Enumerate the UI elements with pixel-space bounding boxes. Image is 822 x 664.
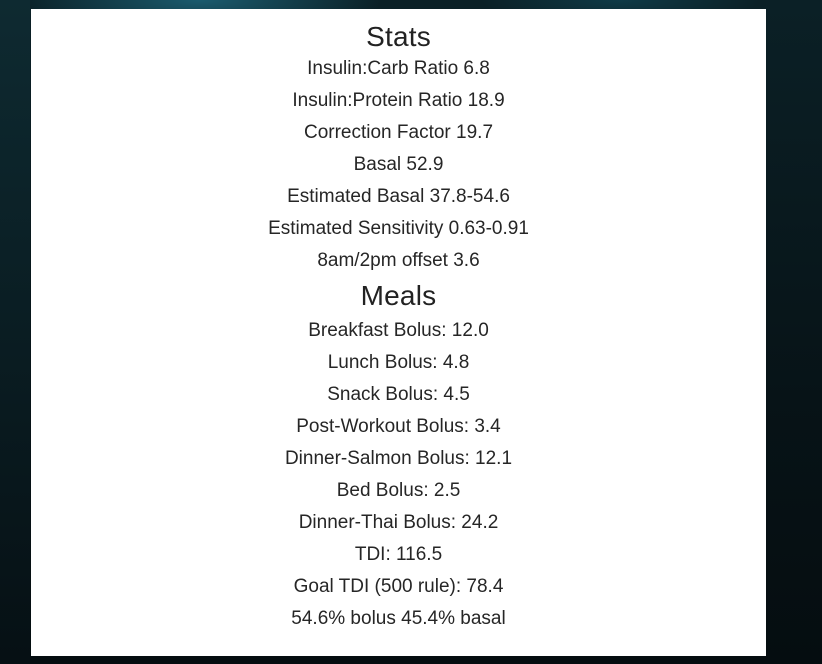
meal-post-workout-bolus: Post-Workout Bolus: 3.4	[296, 416, 501, 437]
stats-card: Stats Insulin:Carb Ratio 6.8 Insulin:Pro…	[31, 9, 766, 656]
bolus-basal-split: 54.6% bolus 45.4% basal	[291, 608, 506, 629]
background-edge	[0, 0, 30, 664]
stat-insulin-protein-ratio: Insulin:Protein Ratio 18.9	[292, 90, 505, 111]
meal-breakfast-bolus: Breakfast Bolus: 12.0	[308, 320, 489, 341]
stats-list: Insulin:Carb Ratio 6.8 Insulin:Protein R…	[31, 53, 766, 277]
meal-snack-bolus: Snack Bolus: 4.5	[327, 384, 470, 405]
stat-estimated-basal: Estimated Basal 37.8-54.6	[287, 186, 510, 207]
meal-lunch-bolus: Lunch Bolus: 4.8	[327, 352, 470, 373]
stats-heading: Stats	[366, 21, 431, 52]
meals-list: Breakfast Bolus: 12.0 Lunch Bolus: 4.8 S…	[31, 312, 766, 635]
stat-insulin-carb-ratio: Insulin:Carb Ratio 6.8	[307, 58, 490, 79]
stat-estimated-sensitivity: Estimated Sensitivity 0.63-0.91	[268, 218, 529, 239]
meals-heading: Meals	[360, 280, 437, 311]
meal-bed-bolus: Bed Bolus: 2.5	[336, 480, 461, 501]
total-daily-insulin: TDI: 116.5	[354, 544, 443, 565]
goal-tdi: Goal TDI (500 rule): 78.4	[293, 576, 504, 597]
meal-dinner-thai-bolus: Dinner-Thai Bolus: 24.2	[298, 512, 499, 533]
stat-basal: Basal 52.9	[353, 154, 444, 175]
stat-offset: 8am/2pm offset 3.6	[317, 250, 480, 271]
meal-dinner-salmon-bolus: Dinner-Salmon Bolus: 12.1	[284, 448, 513, 469]
stat-correction-factor: Correction Factor 19.7	[303, 122, 494, 143]
